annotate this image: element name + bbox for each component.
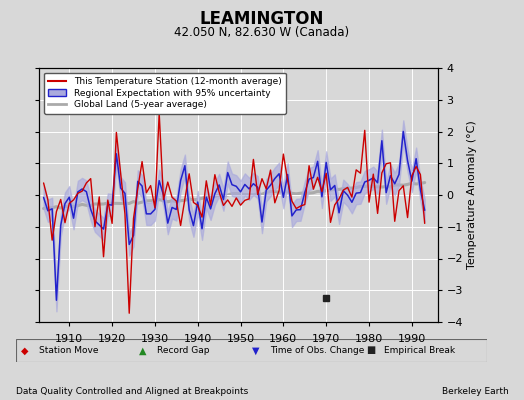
Text: 1950: 1950 — [226, 334, 255, 344]
Text: Station Move: Station Move — [39, 346, 99, 355]
Text: ▼: ▼ — [253, 346, 260, 356]
Legend: This Temperature Station (12-month average), Regional Expectation with 95% uncer: This Temperature Station (12-month avera… — [44, 72, 286, 114]
Text: Empirical Break: Empirical Break — [384, 346, 455, 355]
Text: 1970: 1970 — [312, 334, 340, 344]
Text: 1960: 1960 — [269, 334, 298, 344]
Text: ◆: ◆ — [21, 346, 29, 356]
Text: 1930: 1930 — [141, 334, 169, 344]
Text: 42.050 N, 82.630 W (Canada): 42.050 N, 82.630 W (Canada) — [174, 26, 350, 39]
Text: 1920: 1920 — [98, 334, 126, 344]
Text: 1990: 1990 — [398, 334, 426, 344]
Text: Time of Obs. Change: Time of Obs. Change — [270, 346, 365, 355]
Text: Data Quality Controlled and Aligned at Breakpoints: Data Quality Controlled and Aligned at B… — [16, 387, 248, 396]
Text: ▲: ▲ — [139, 346, 147, 356]
Text: LEAMINGTON: LEAMINGTON — [200, 10, 324, 28]
Text: Record Gap: Record Gap — [157, 346, 210, 355]
Text: ■: ■ — [366, 346, 375, 356]
Y-axis label: Temperature Anomaly (°C): Temperature Anomaly (°C) — [467, 121, 477, 269]
Text: Berkeley Earth: Berkeley Earth — [442, 387, 508, 396]
Text: 1980: 1980 — [355, 334, 383, 344]
Text: 1910: 1910 — [55, 334, 83, 344]
Text: 1940: 1940 — [183, 334, 212, 344]
